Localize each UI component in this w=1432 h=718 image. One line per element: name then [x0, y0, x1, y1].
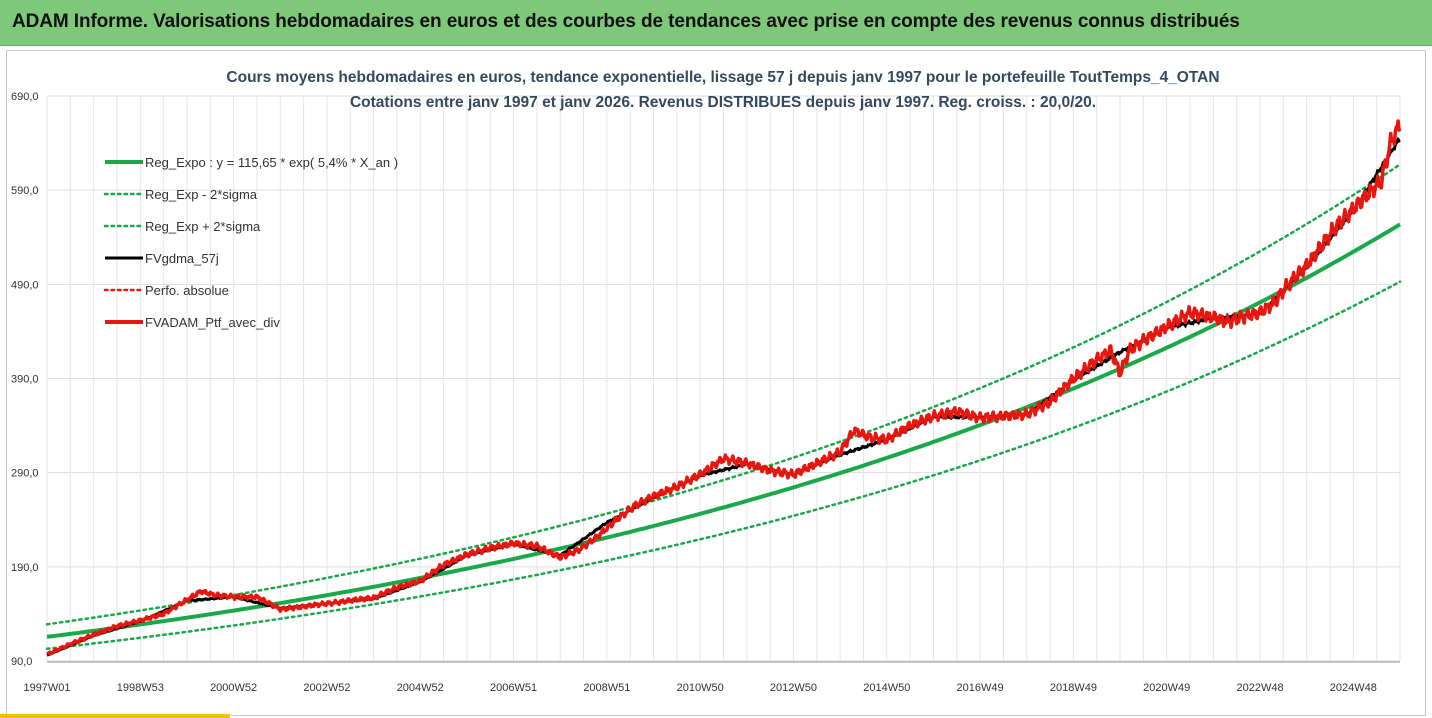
legend-label: Reg_Expo : y = 115,65 * exp( 5,4% * X_an…	[145, 155, 398, 170]
chart: Cours moyens hebdomadaires en euros, ten…	[11, 69, 1402, 694]
bottom-accent	[0, 714, 230, 718]
legend-label: Reg_Exp + 2*sigma	[145, 219, 261, 234]
y-tick-label: 590,0	[11, 185, 39, 197]
chart-subtitle: Cotations entre janv 1997 et janv 2026. …	[350, 94, 1096, 111]
x-tick-label: 1997W01	[23, 682, 70, 694]
reg-lower-band-line	[45, 280, 1402, 651]
x-tick-label: 2008W51	[583, 682, 630, 694]
fvadam-ptf-line	[46, 119, 1402, 656]
series-layer	[45, 119, 1402, 657]
y-tick-label: 90,0	[11, 656, 32, 668]
reg-upper-band-line	[45, 163, 1402, 626]
grid	[46, 95, 1401, 663]
legend-label: FVgdma_57j	[145, 251, 219, 266]
report-title: ADAM Informe. Valorisations hebdomadaire…	[12, 11, 1240, 32]
x-tick-label: 2014W50	[863, 682, 910, 694]
x-tick-label: 2020W49	[1143, 682, 1190, 694]
legend-label: Perfo. absolue	[145, 283, 229, 298]
report-banner: ADAM Informe. Valorisations hebdomadaire…	[0, 0, 1432, 46]
y-tick-label: 190,0	[11, 562, 39, 574]
chart-title: Cours moyens hebdomadaires en euros, ten…	[226, 69, 1219, 86]
x-tick-label: 1998W53	[117, 682, 164, 694]
x-tick-label: 2022W48	[1236, 682, 1283, 694]
x-tick-label: 2006W51	[490, 682, 537, 694]
x-tick-label: 2024W48	[1330, 682, 1377, 694]
y-tick-label: 290,0	[11, 468, 39, 480]
y-tick-label: 490,0	[11, 279, 39, 291]
x-tick-label: 2018W49	[1050, 682, 1097, 694]
x-tick-label: 2012W50	[770, 682, 817, 694]
x-tick-label: 2016W49	[957, 682, 1004, 694]
y-tick-label: 390,0	[11, 374, 39, 386]
legend: Reg_Expo : y = 115,65 * exp( 5,4% * X_an…	[103, 155, 398, 330]
legend-label: FVADAM_Ptf_avec_div	[145, 315, 280, 330]
legend-label: Reg_Exp - 2*sigma	[145, 187, 258, 202]
x-tick-label: 2010W50	[677, 682, 724, 694]
x-tick-label: 2000W52	[210, 682, 257, 694]
chart-frame: Cours moyens hebdomadaires en euros, ten…	[6, 50, 1426, 716]
x-tick-label: 2002W52	[303, 682, 350, 694]
y-tick-label: 690,0	[11, 91, 39, 103]
y-axis-ticks: 90,0 190,0 290,0 390,0 490,0 590,0 690,0	[11, 91, 39, 668]
x-tick-label: 2004W52	[397, 682, 444, 694]
x-axis-ticks: 1997W01 1998W53 2000W52 2002W52 2004W52 2006W…	[23, 682, 1376, 694]
